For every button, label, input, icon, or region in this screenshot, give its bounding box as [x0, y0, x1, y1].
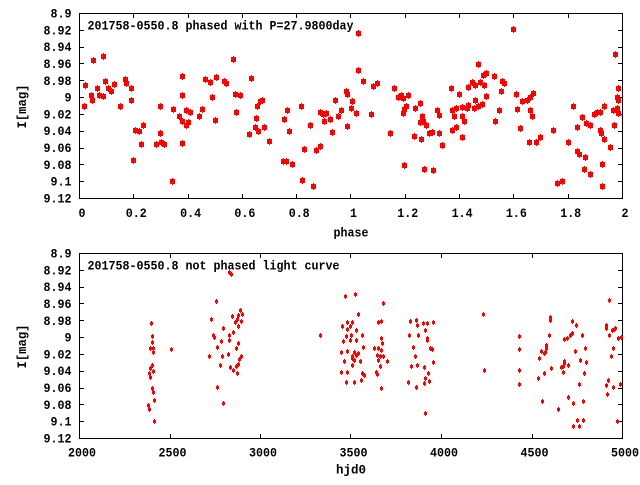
svg-text:8.92: 8.92	[44, 23, 72, 38]
svg-text:0.8: 0.8	[289, 206, 310, 221]
svg-text:9.08: 9.08	[44, 158, 72, 173]
svg-text:8.9: 8.9	[51, 7, 72, 22]
svg-text:3500: 3500	[340, 446, 368, 461]
svg-text:201758-0550.8 not phased light: 201758-0550.8 not phased light curve	[88, 259, 340, 274]
svg-text:9.1: 9.1	[51, 415, 72, 430]
svg-text:2: 2	[622, 206, 629, 221]
svg-text:9.02: 9.02	[44, 347, 72, 362]
svg-text:9: 9	[65, 331, 72, 346]
svg-text:8.92: 8.92	[44, 263, 72, 278]
svg-text:1.4: 1.4	[452, 206, 473, 221]
svg-text:8.94: 8.94	[44, 280, 72, 295]
svg-text:9: 9	[65, 91, 72, 106]
svg-text:8.94: 8.94	[44, 40, 72, 55]
svg-text:1.2: 1.2	[397, 206, 418, 221]
svg-text:8.96: 8.96	[44, 57, 72, 72]
svg-text:9.1: 9.1	[51, 175, 72, 190]
svg-text:9.02: 9.02	[44, 107, 72, 122]
svg-text:8.98: 8.98	[44, 74, 72, 89]
svg-text:9.12: 9.12	[44, 432, 72, 447]
svg-text:9.04: 9.04	[44, 364, 72, 379]
svg-text:4500: 4500	[521, 446, 549, 461]
svg-text:3000: 3000	[249, 446, 277, 461]
svg-text:8.96: 8.96	[44, 297, 72, 312]
svg-text:9.08: 9.08	[44, 398, 72, 413]
svg-text:0.6: 0.6	[234, 206, 255, 221]
svg-text:hjd0: hjd0	[336, 463, 366, 478]
svg-text:0: 0	[79, 206, 86, 221]
svg-text:I[mag]: I[mag]	[15, 325, 30, 369]
svg-text:0.4: 0.4	[180, 206, 201, 221]
svg-text:8.98: 8.98	[44, 314, 72, 329]
svg-text:0.2: 0.2	[126, 206, 147, 221]
svg-text:4000: 4000	[430, 446, 458, 461]
svg-text:phase: phase	[334, 226, 369, 241]
svg-text:1: 1	[350, 206, 357, 221]
svg-text:2000: 2000	[68, 446, 96, 461]
svg-text:1.6: 1.6	[506, 206, 527, 221]
svg-text:I[mag]: I[mag]	[15, 85, 30, 129]
svg-text:9.06: 9.06	[44, 381, 72, 396]
svg-text:5000: 5000	[611, 446, 639, 461]
svg-text:9.04: 9.04	[44, 124, 72, 139]
svg-text:1.8: 1.8	[560, 206, 581, 221]
svg-text:9.12: 9.12	[44, 192, 72, 207]
svg-text:8.9: 8.9	[51, 247, 72, 262]
svg-text:9.06: 9.06	[44, 141, 72, 156]
svg-text:201758-0550.8 phased with P=27: 201758-0550.8 phased with P=27.9800day	[88, 19, 354, 34]
svg-text:2500: 2500	[159, 446, 187, 461]
